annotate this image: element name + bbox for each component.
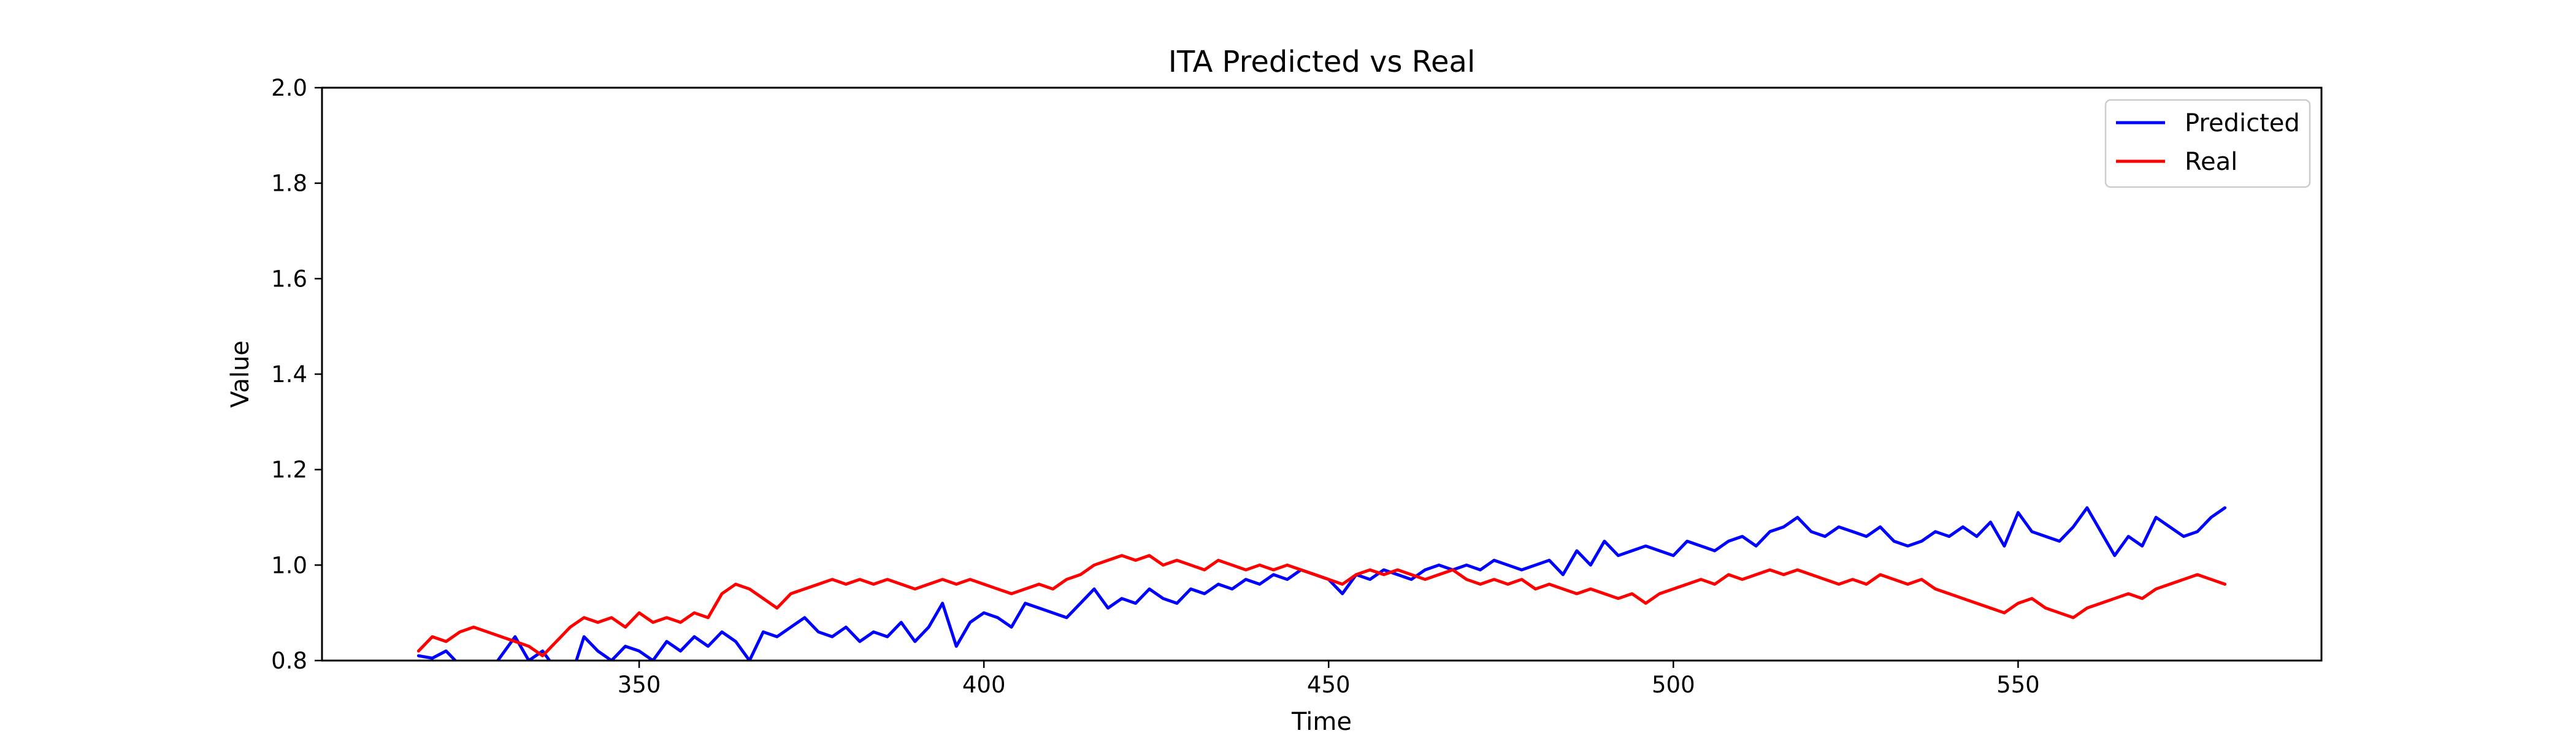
series-line-real <box>416 554 2227 657</box>
y-axis: 0.8 1.0 1.2 1.4 1.6 1.8 2.0 <box>271 75 322 674</box>
x-tick-label: 450 <box>1307 672 1351 698</box>
y-axis-label: Value <box>226 340 255 408</box>
legend-label-real: Real <box>2185 148 2237 176</box>
x-tick-label: 500 <box>1652 672 1695 698</box>
y-tick-label: 1.8 <box>271 171 307 197</box>
legend: Predicted Real <box>2104 99 2311 188</box>
chart-title: ITA Predicted vs Real <box>1168 45 1476 79</box>
plot-area <box>416 506 2227 661</box>
x-axis: 350 400 450 500 550 <box>618 661 2040 698</box>
x-axis-label: Time <box>1291 708 1352 736</box>
y-tick-label: 1.6 <box>271 266 307 292</box>
y-tick-label: 1.2 <box>271 457 307 483</box>
y-tick-label: 1.0 <box>271 552 307 578</box>
y-tick-label: 0.8 <box>271 648 307 674</box>
y-tick-label: 2.0 <box>271 75 307 101</box>
x-tick-label: 350 <box>618 672 661 698</box>
x-tick-label: 550 <box>1996 672 2040 698</box>
x-tick-label: 400 <box>962 672 1006 698</box>
legend-label-predicted: Predicted <box>2185 109 2300 137</box>
y-tick-label: 1.4 <box>271 361 307 388</box>
